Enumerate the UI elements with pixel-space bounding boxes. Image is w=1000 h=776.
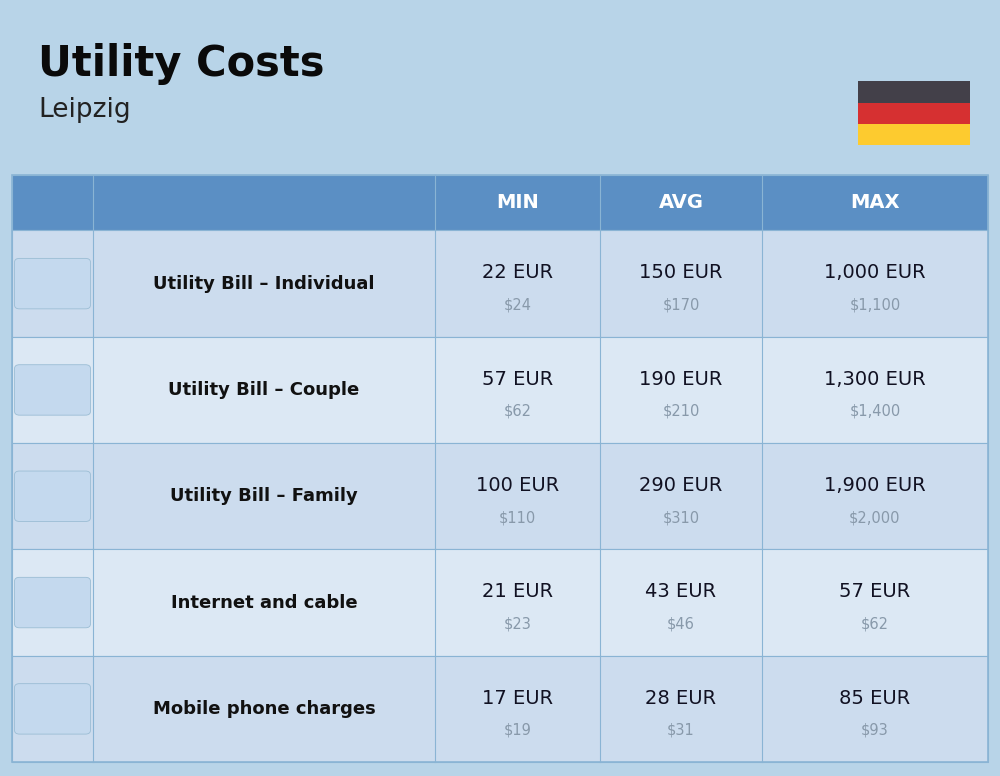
FancyBboxPatch shape xyxy=(858,81,970,102)
Text: 21 EUR: 21 EUR xyxy=(482,583,553,601)
Text: 28 EUR: 28 EUR xyxy=(645,689,717,708)
Text: 190 EUR: 190 EUR xyxy=(639,370,723,389)
Text: $1,100: $1,100 xyxy=(849,297,901,313)
FancyBboxPatch shape xyxy=(12,549,988,656)
Text: $31: $31 xyxy=(667,722,695,738)
Text: $310: $310 xyxy=(662,510,700,525)
Text: $1,400: $1,400 xyxy=(849,404,901,419)
Text: 150 EUR: 150 EUR xyxy=(639,264,723,282)
FancyBboxPatch shape xyxy=(12,443,988,549)
FancyBboxPatch shape xyxy=(12,337,988,443)
FancyBboxPatch shape xyxy=(14,471,90,521)
Text: 57 EUR: 57 EUR xyxy=(839,583,911,601)
Text: $23: $23 xyxy=(504,616,531,632)
FancyBboxPatch shape xyxy=(14,577,90,628)
Text: $19: $19 xyxy=(504,722,531,738)
Text: 1,900 EUR: 1,900 EUR xyxy=(824,476,926,495)
Text: AVG: AVG xyxy=(658,193,704,212)
Text: $93: $93 xyxy=(861,722,889,738)
FancyBboxPatch shape xyxy=(858,102,970,124)
FancyBboxPatch shape xyxy=(12,175,988,230)
Text: MAX: MAX xyxy=(850,193,900,212)
Text: 100 EUR: 100 EUR xyxy=(476,476,559,495)
Text: 43 EUR: 43 EUR xyxy=(645,583,717,601)
Text: $46: $46 xyxy=(667,616,695,632)
Text: 85 EUR: 85 EUR xyxy=(839,689,911,708)
FancyBboxPatch shape xyxy=(14,258,90,309)
FancyBboxPatch shape xyxy=(14,684,90,734)
Text: Internet and cable: Internet and cable xyxy=(171,594,357,611)
Text: $2,000: $2,000 xyxy=(849,510,901,525)
FancyBboxPatch shape xyxy=(12,656,988,762)
Text: 57 EUR: 57 EUR xyxy=(482,370,553,389)
Text: $210: $210 xyxy=(662,404,700,419)
Text: 290 EUR: 290 EUR xyxy=(639,476,723,495)
Text: 1,000 EUR: 1,000 EUR xyxy=(824,264,926,282)
Text: $62: $62 xyxy=(504,404,532,419)
Text: $110: $110 xyxy=(499,510,536,525)
Text: Utility Bill – Individual: Utility Bill – Individual xyxy=(153,275,375,293)
Text: MIN: MIN xyxy=(496,193,539,212)
Text: 1,300 EUR: 1,300 EUR xyxy=(824,370,926,389)
FancyBboxPatch shape xyxy=(12,230,988,337)
Text: $62: $62 xyxy=(861,616,889,632)
Text: $24: $24 xyxy=(504,297,532,313)
Text: Leipzig: Leipzig xyxy=(38,97,131,123)
Text: Utility Bill – Couple: Utility Bill – Couple xyxy=(168,381,360,399)
Text: Mobile phone charges: Mobile phone charges xyxy=(153,700,375,718)
Text: Utility Bill – Family: Utility Bill – Family xyxy=(170,487,358,505)
FancyBboxPatch shape xyxy=(14,365,90,415)
Text: Utility Costs: Utility Costs xyxy=(38,43,324,85)
Text: 22 EUR: 22 EUR xyxy=(482,264,553,282)
Text: $170: $170 xyxy=(662,297,700,313)
FancyBboxPatch shape xyxy=(858,124,970,145)
Text: 17 EUR: 17 EUR xyxy=(482,689,553,708)
